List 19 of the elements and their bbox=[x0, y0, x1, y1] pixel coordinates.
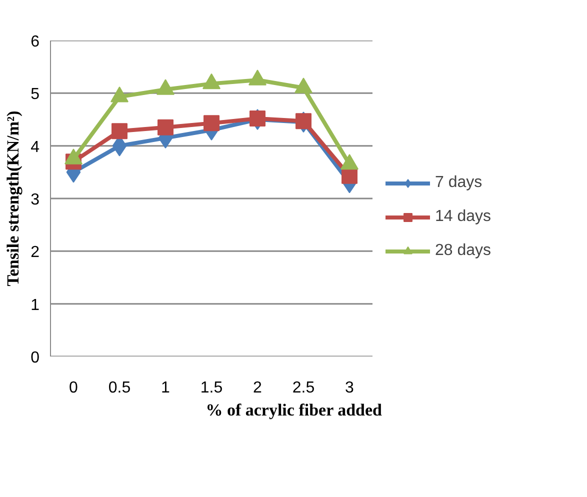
y-axis-title: Tensile strength(KN/m²) bbox=[4, 110, 23, 286]
legend-label: 28 days bbox=[435, 242, 492, 260]
y-tick-label: 1 bbox=[30, 296, 40, 314]
y-tick-label: 5 bbox=[30, 86, 40, 104]
y-tick-label: 3 bbox=[30, 192, 40, 208]
x-tick-label: 0 bbox=[69, 380, 78, 396]
y-tick-label: 4 bbox=[30, 138, 40, 156]
x-tick-label: 3 bbox=[345, 380, 354, 396]
y-tick-label: 2 bbox=[30, 244, 40, 262]
legend-label: 7 days bbox=[435, 174, 482, 192]
x-tick-label: 1 bbox=[161, 380, 170, 396]
x-tick-label: 2.5 bbox=[292, 380, 315, 396]
x-tick-label: 0.5 bbox=[108, 380, 131, 396]
x-axis-title: % of acrylic fiber added bbox=[206, 400, 383, 420]
legend-label: 14 days bbox=[435, 208, 492, 226]
y-tick-label: 6 bbox=[30, 34, 40, 50]
x-tick-label: 2 bbox=[253, 380, 262, 396]
x-tick-label: 1.5 bbox=[200, 380, 223, 396]
y-tick-label: 0 bbox=[30, 350, 40, 366]
